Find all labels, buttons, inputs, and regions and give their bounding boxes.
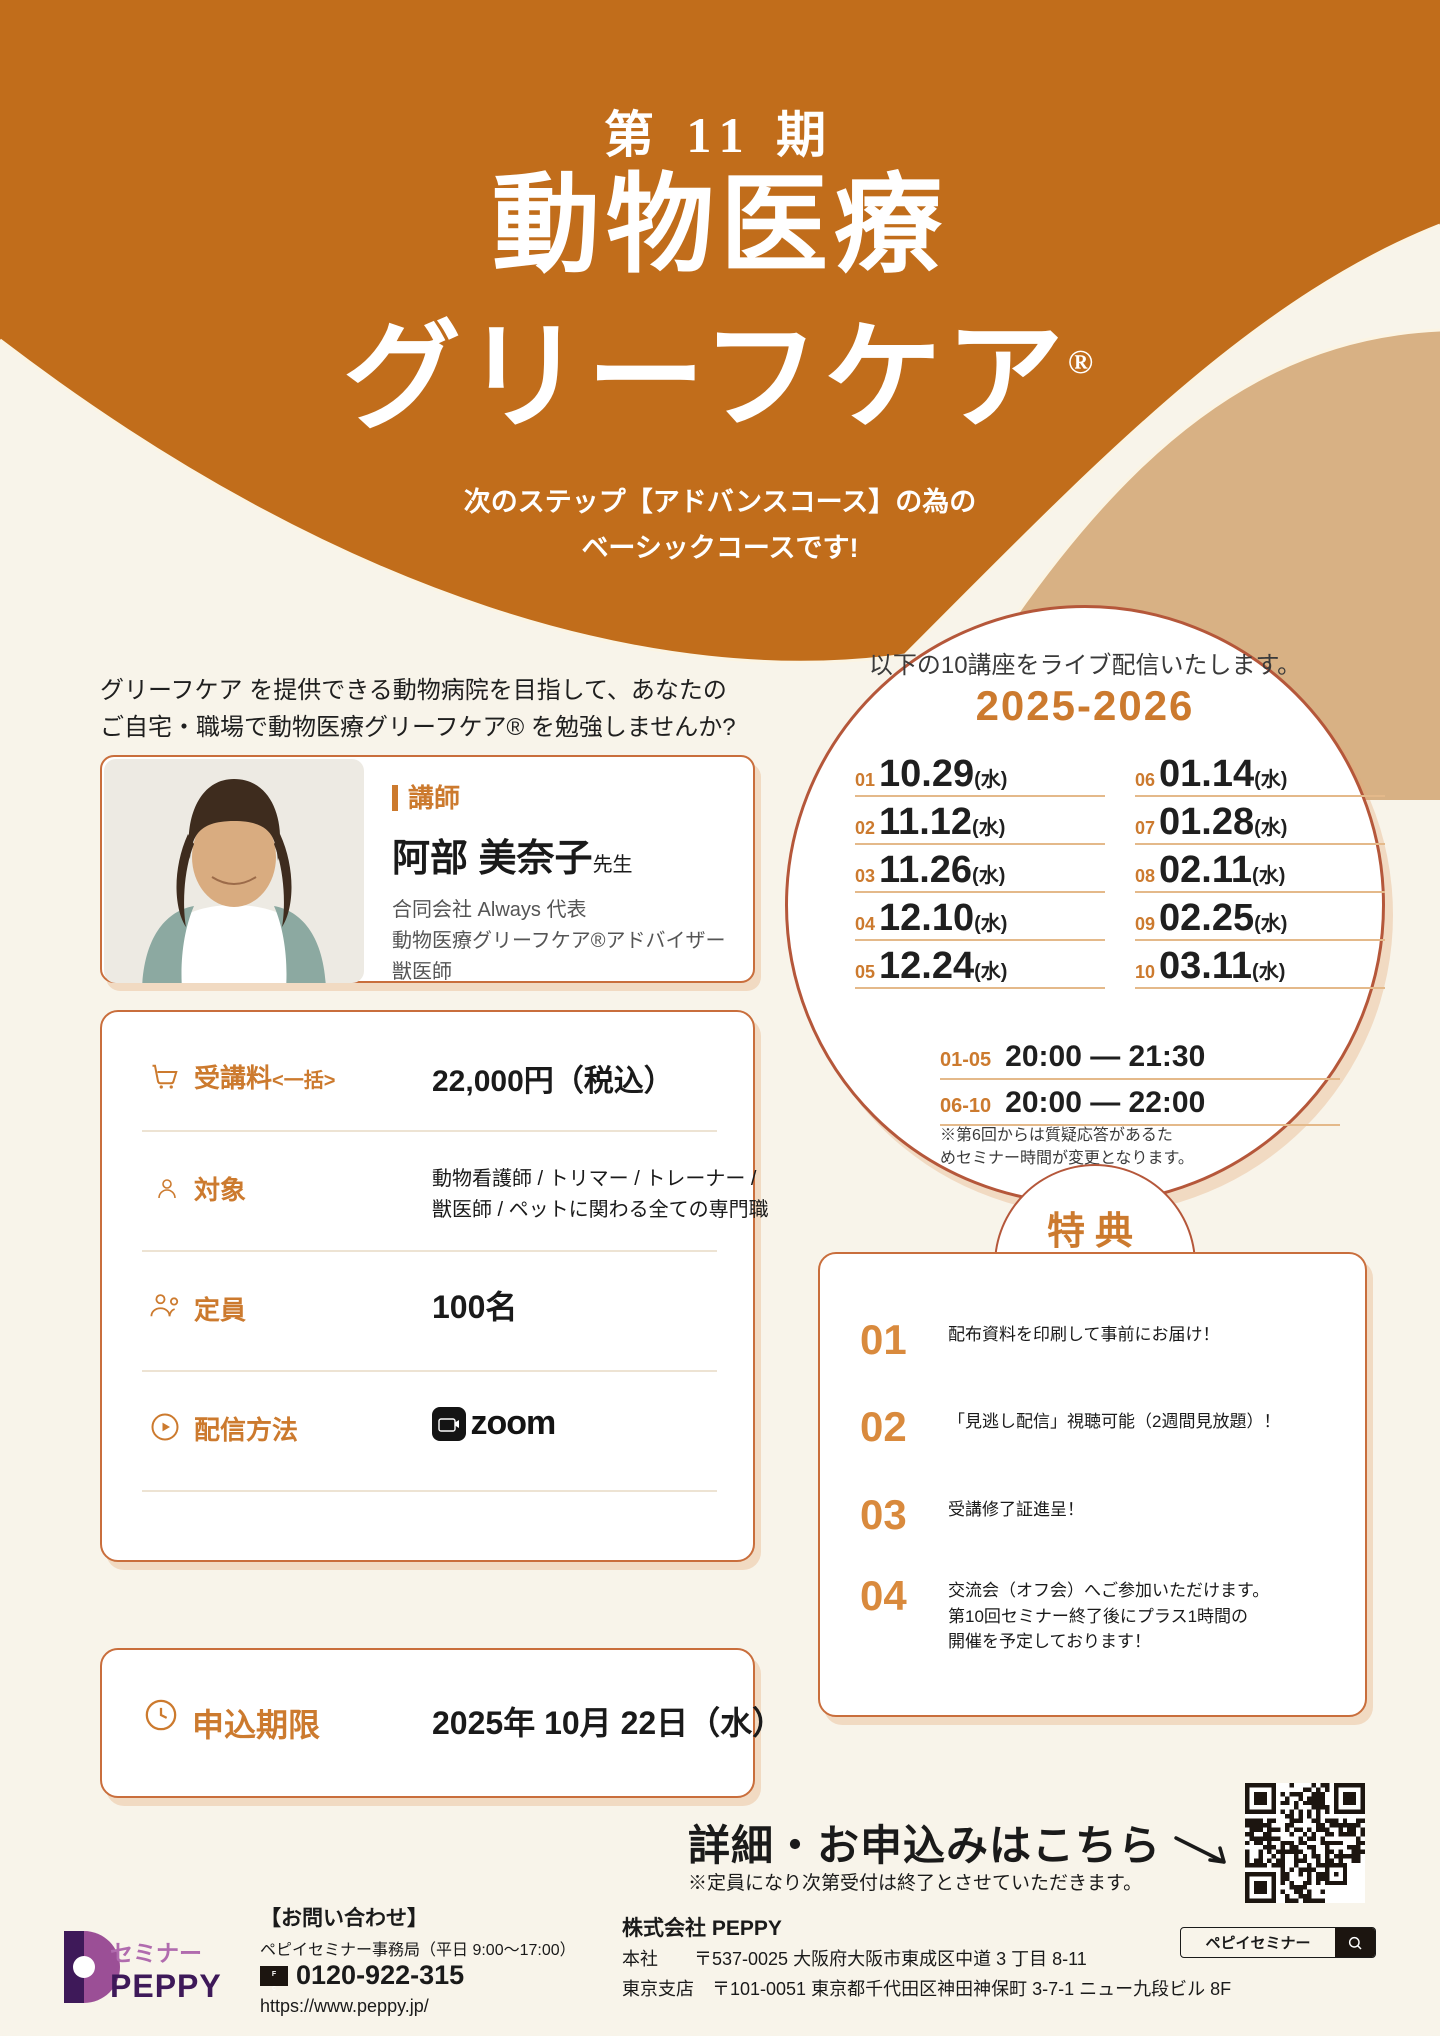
svg-text:セミナー: セミナー xyxy=(110,1940,202,1966)
svg-text:PEPPY: PEPPY xyxy=(110,1968,222,2004)
